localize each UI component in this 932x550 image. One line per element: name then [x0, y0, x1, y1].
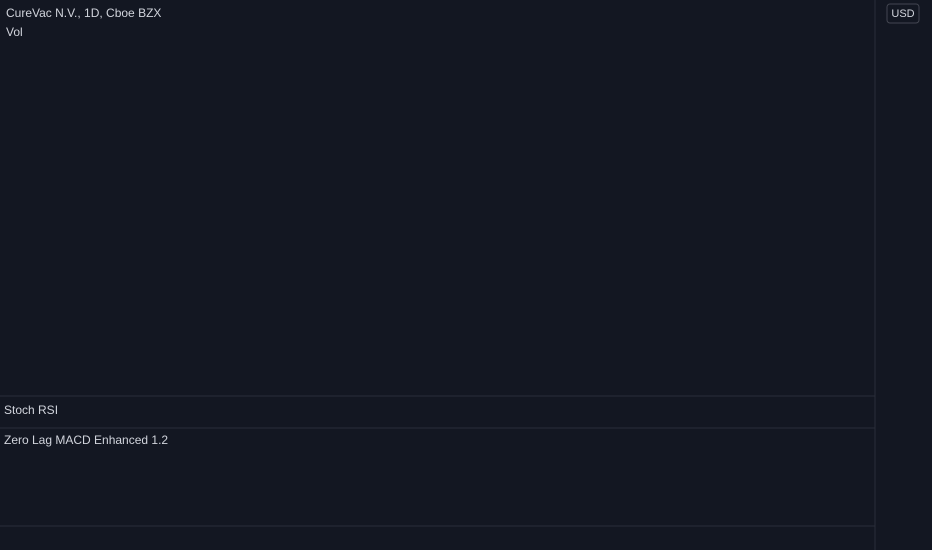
stoch-label: Stoch RSI: [4, 403, 58, 417]
currency-box[interactable]: [886, 3, 920, 24]
currency[interactable]: USD: [891, 8, 914, 20]
volume-label: Vol: [6, 25, 23, 39]
macd-label: Zero Lag MACD Enhanced 1.2: [4, 433, 168, 447]
chart-title: CureVac N.V., 1D, Cboe BZX: [6, 6, 161, 20]
